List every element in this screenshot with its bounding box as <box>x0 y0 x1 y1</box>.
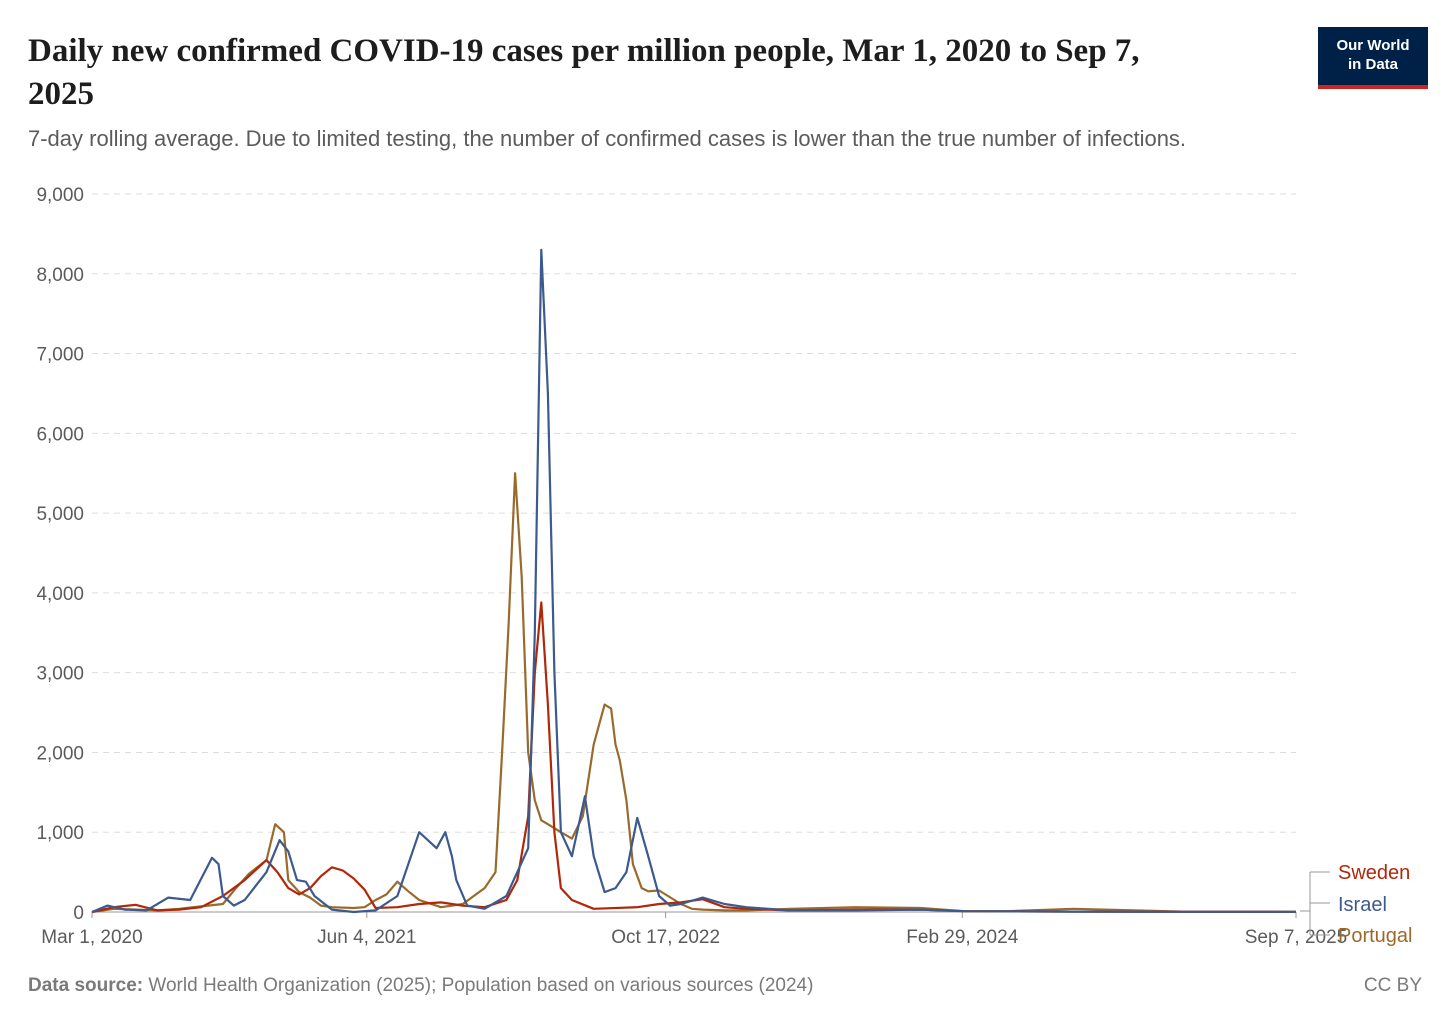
y-tick-label: 2,000 <box>36 743 84 764</box>
x-tick-label: Oct 17, 2022 <box>611 927 720 948</box>
legend-label-sweden: Sweden <box>1338 862 1410 884</box>
data-source: Data source: World Health Organization (… <box>28 975 813 997</box>
y-tick-label: 6,000 <box>36 424 84 445</box>
data-source-text: World Health Organization (2025); Popula… <box>143 975 814 996</box>
gridlines <box>92 193 1296 833</box>
y-tick-label: 5,000 <box>36 504 84 525</box>
line-chart: 0 1,000 2,000 3,000 4,000 5,000 6,000 7,000 8,00… <box>36 185 1413 948</box>
x-tick-label: Mar 1, 2020 <box>41 927 142 948</box>
legend-label-portugal: Portugal <box>1338 925 1413 947</box>
data-source-label: Data source: <box>28 975 144 996</box>
series-line-sweden <box>91 601 1296 914</box>
y-tick-label: 9,000 <box>36 185 84 206</box>
legend: Sweden Israel Portugal <box>1300 862 1413 947</box>
legend-connector <box>1300 871 1330 936</box>
y-axis-ticks: 0 1,000 2,000 3,000 4,000 5,000 6,000 7,000 8,00… <box>36 185 84 924</box>
logo-line-1: Our World <box>1336 37 1410 54</box>
y-tick-label: 0 <box>73 903 84 924</box>
chart-subtitle: 7-day rolling average. Due to limited te… <box>28 126 1187 151</box>
x-axis: Mar 1, 2020 Jun 4, 2021 Oct 17, 2022 Feb 29… <box>41 911 1347 948</box>
chart-title: Daily new confirmed COVID-19 cases per m… <box>28 33 1140 112</box>
logo-line-2: in Data <box>1347 56 1398 73</box>
x-tick-label: Sep 7, 2025 <box>1245 927 1347 948</box>
license-link[interactable]: CC BY <box>1363 975 1422 996</box>
x-tick-label: Jun 4, 2021 <box>317 927 416 948</box>
legend-label-israel: Israel <box>1338 894 1387 916</box>
owid-logo[interactable]: Our World in Data <box>1318 27 1428 89</box>
y-tick-label: 7,000 <box>36 345 84 366</box>
y-tick-label: 8,000 <box>36 265 84 286</box>
x-tick-label: Feb 29, 2024 <box>906 927 1018 948</box>
y-tick-label: 4,000 <box>36 584 84 605</box>
series-line-portugal <box>91 472 1297 914</box>
series-lines <box>91 248 1297 914</box>
series-line-israel <box>91 248 1296 914</box>
y-tick-label: 1,000 <box>36 823 84 844</box>
y-tick-label: 3,000 <box>36 664 84 685</box>
